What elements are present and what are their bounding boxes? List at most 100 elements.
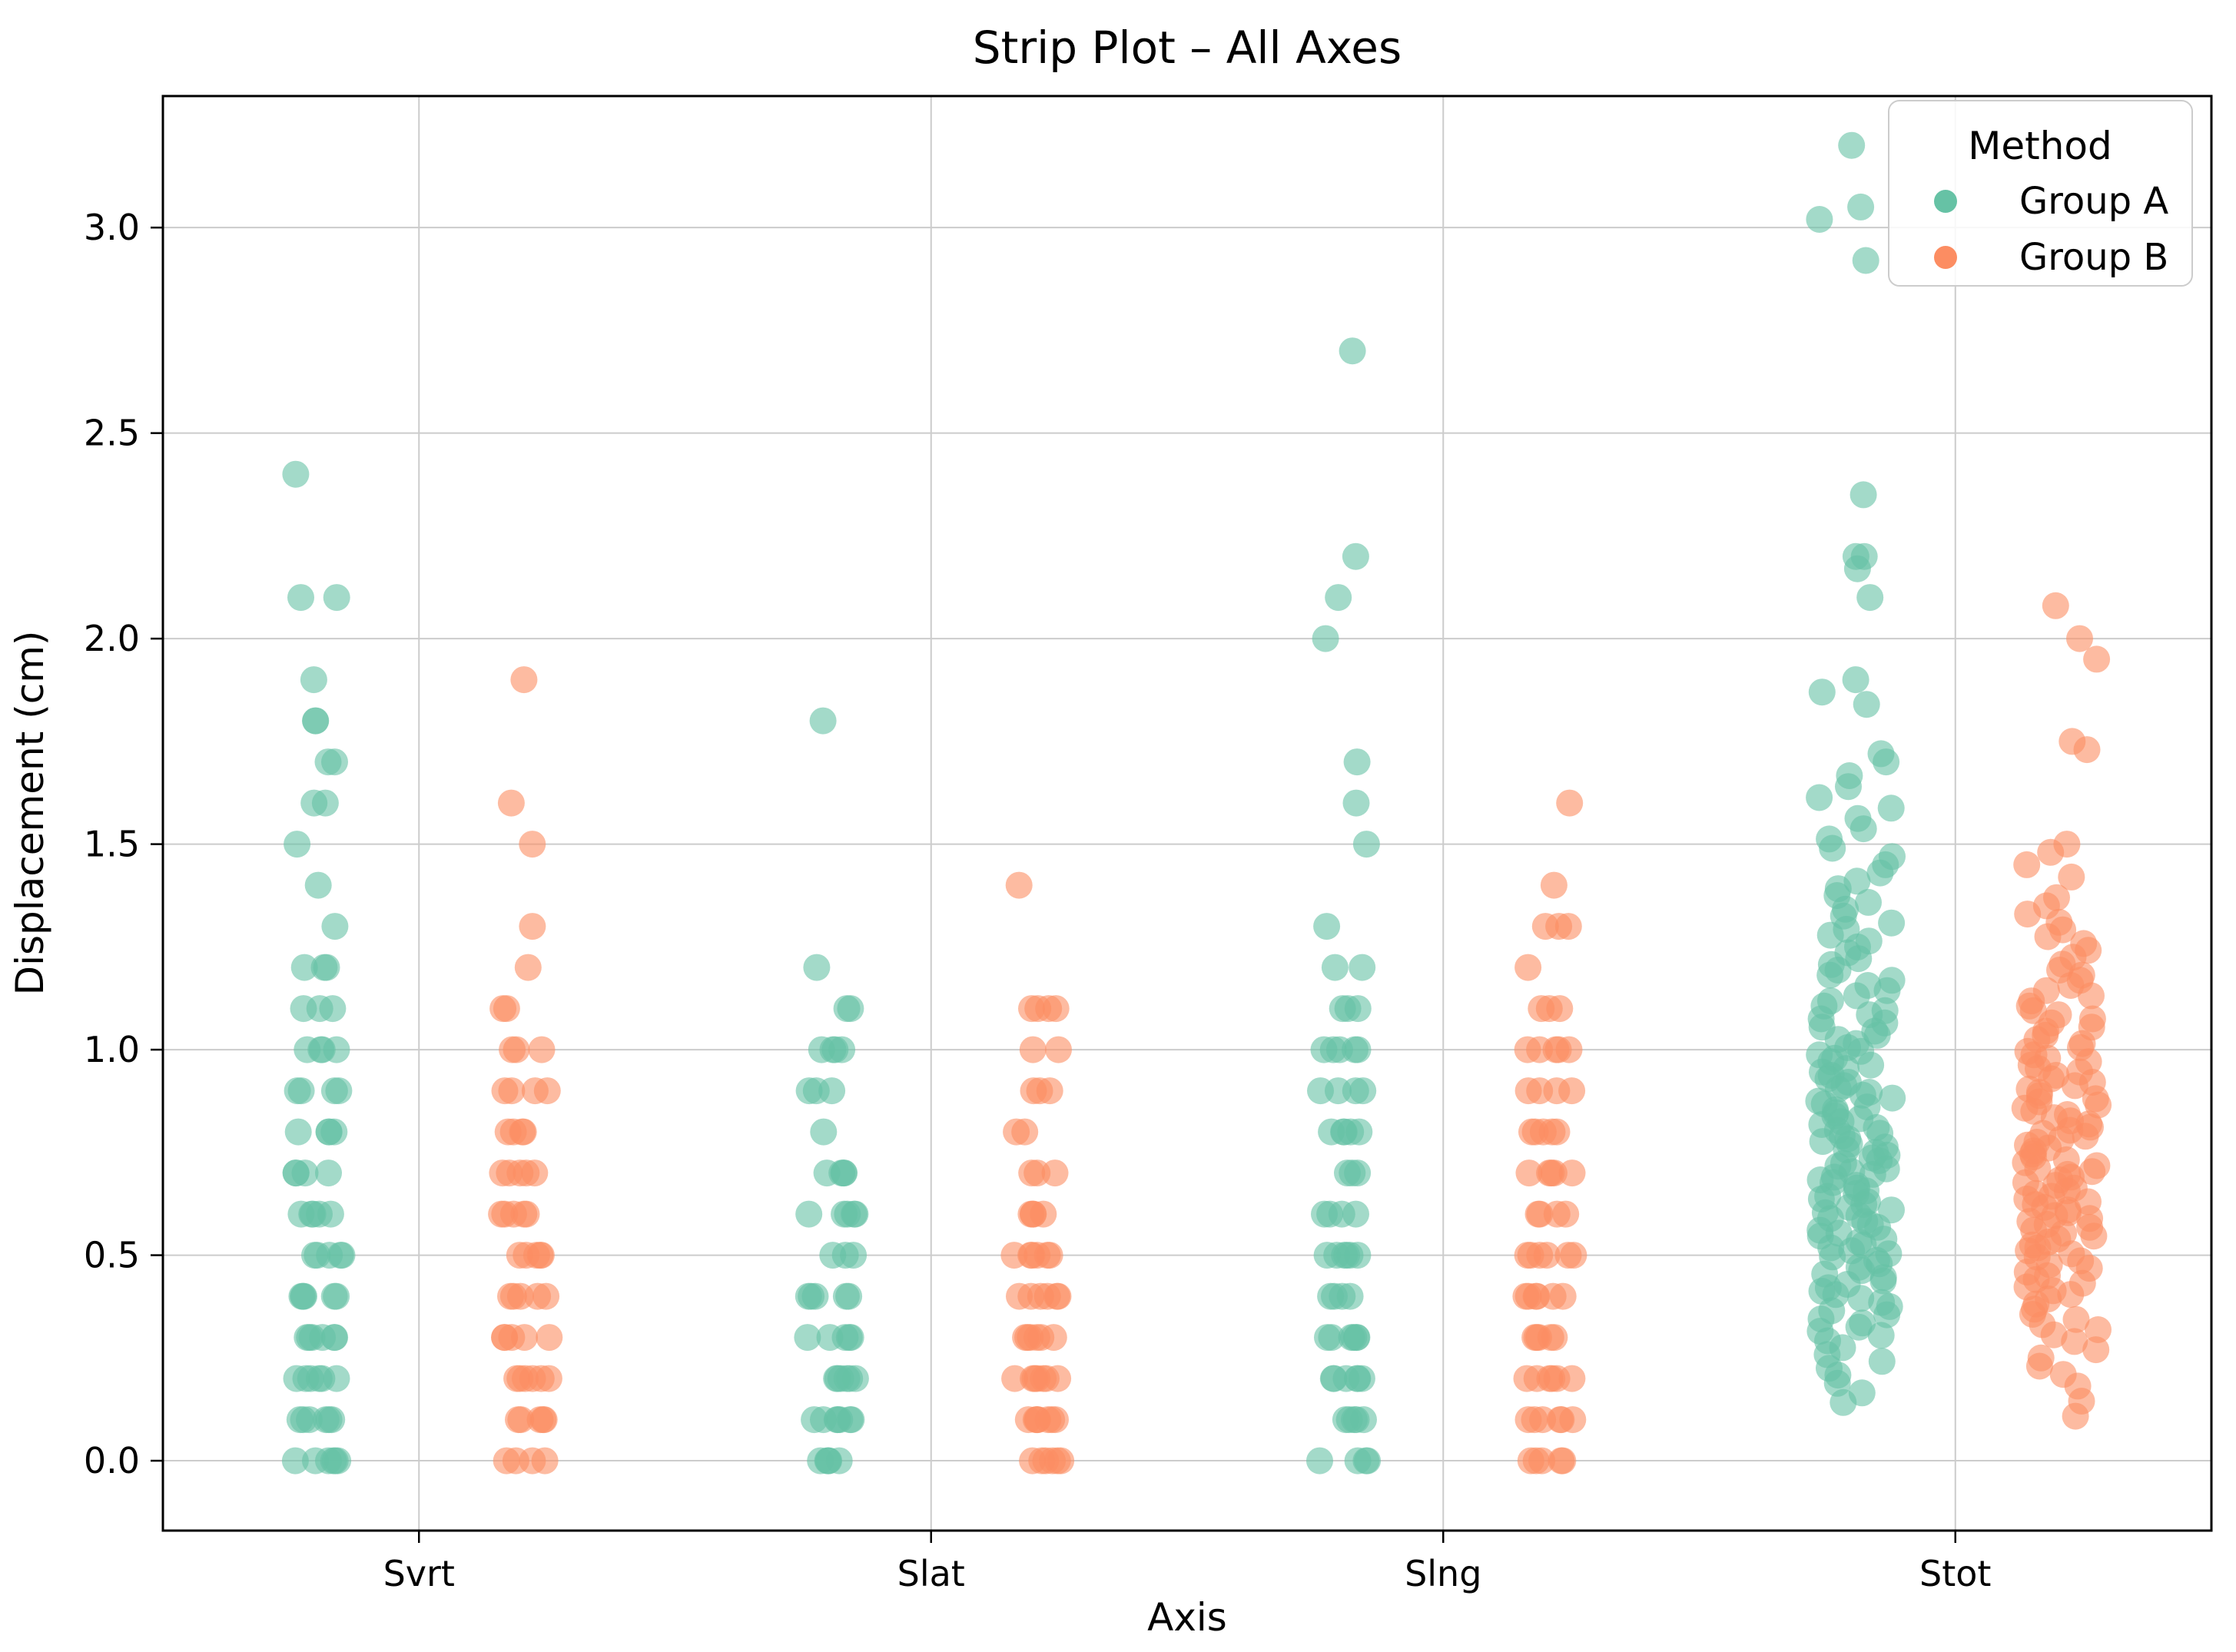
data-point	[1325, 584, 1352, 612]
data-point	[837, 1324, 864, 1352]
legend-marker-group-a-icon	[1934, 190, 1957, 213]
data-point	[821, 1036, 849, 1063]
data-point	[2027, 1344, 2055, 1372]
data-point	[1342, 789, 1370, 817]
data-point	[1844, 804, 1872, 832]
data-point	[1047, 1447, 1075, 1475]
data-point	[282, 1159, 310, 1187]
data-point	[1024, 995, 1052, 1023]
data-point	[284, 1077, 311, 1105]
data-point	[2045, 1001, 2072, 1029]
data-point	[1020, 1200, 1047, 1228]
data-point	[301, 1242, 328, 1269]
data-point	[2061, 1328, 2088, 1355]
data-point	[499, 1036, 526, 1063]
points-slng-group-a	[1306, 337, 1382, 1475]
data-point	[1339, 337, 1366, 365]
data-point	[1019, 1036, 1047, 1063]
data-point	[2070, 930, 2098, 957]
data-point	[497, 1282, 524, 1310]
data-point	[1877, 794, 1905, 822]
data-point	[302, 707, 330, 735]
data-point	[1343, 748, 1371, 776]
y-tick-label: 1.0	[84, 1029, 140, 1070]
data-point	[494, 1118, 522, 1146]
y-tick-label: 2.0	[84, 618, 140, 659]
data-point	[833, 995, 861, 1023]
data-point	[801, 1282, 829, 1310]
data-point	[1878, 1196, 1905, 1224]
data-point	[1856, 1079, 1883, 1106]
data-point	[325, 1077, 353, 1105]
y-tick-label: 2.5	[84, 413, 140, 454]
data-point	[1321, 954, 1349, 981]
data-point	[1001, 1365, 1029, 1392]
data-point	[536, 1324, 563, 1352]
data-point	[1805, 1087, 1833, 1115]
data-point	[2083, 1152, 2111, 1179]
data-point	[324, 1447, 352, 1475]
data-point	[290, 954, 318, 981]
data-point	[2043, 884, 2070, 911]
data-point	[1005, 871, 1033, 899]
data-point	[810, 1406, 837, 1434]
data-point	[795, 1200, 823, 1228]
points-svrt-group-a	[281, 460, 356, 1475]
data-point	[314, 748, 342, 776]
data-point	[1838, 131, 1866, 159]
data-point	[2082, 1336, 2110, 1364]
y-tick-label: 0.5	[84, 1235, 140, 1276]
data-point	[527, 1365, 555, 1392]
data-point	[528, 1036, 556, 1063]
data-point	[1867, 740, 1895, 768]
y-axis-label: Displacement (cm)	[8, 631, 52, 996]
data-point	[1806, 206, 1833, 233]
chart-title: Strip Plot – All Axes	[973, 22, 1402, 74]
data-point	[526, 1406, 554, 1434]
data-point	[1540, 871, 1568, 899]
data-point	[1514, 954, 1542, 981]
data-point	[521, 1077, 549, 1105]
data-point	[1559, 1406, 1587, 1434]
data-point	[1335, 1406, 1363, 1434]
data-point	[319, 995, 347, 1023]
data-point	[327, 1242, 354, 1269]
data-point	[1850, 542, 1878, 570]
data-point	[1514, 1406, 1542, 1434]
data-point	[1317, 1282, 1345, 1310]
x-tick-labels: Svrt Slat Slng Stot	[383, 1553, 1992, 1594]
data-point	[294, 1036, 321, 1063]
data-point	[496, 1159, 523, 1187]
data-point	[1816, 987, 1844, 1015]
data-point	[1349, 954, 1376, 981]
data-point	[1808, 678, 1836, 706]
data-point	[2085, 1316, 2112, 1343]
data-point	[2013, 851, 2041, 878]
data-point	[299, 1200, 327, 1228]
data-point	[519, 831, 546, 858]
x-axis-label: Axis	[1147, 1595, 1227, 1640]
data-point	[502, 1447, 529, 1475]
data-point	[1022, 1406, 1050, 1434]
y-tick-label: 0.0	[84, 1440, 140, 1481]
gridlines	[163, 96, 2211, 1531]
y-tick-label: 3.0	[84, 207, 140, 248]
data-point	[323, 584, 350, 612]
data-point	[1526, 1200, 1554, 1228]
data-point	[1033, 1282, 1061, 1310]
data-point	[1515, 1159, 1543, 1187]
points-slng-group-b	[1512, 789, 1587, 1475]
data-point	[315, 1118, 343, 1146]
data-point	[1843, 867, 1871, 895]
x-tick-label-slng: Slng	[1405, 1553, 1481, 1594]
data-point	[511, 1324, 538, 1352]
data-point	[1871, 997, 1899, 1024]
data-point	[2015, 1075, 2043, 1103]
data-point	[282, 460, 310, 488]
data-point	[2083, 645, 2111, 673]
data-point	[1517, 1447, 1544, 1475]
data-point	[310, 954, 338, 981]
data-point	[290, 1282, 317, 1310]
data-point	[1558, 1365, 1586, 1392]
data-point	[491, 1077, 519, 1105]
